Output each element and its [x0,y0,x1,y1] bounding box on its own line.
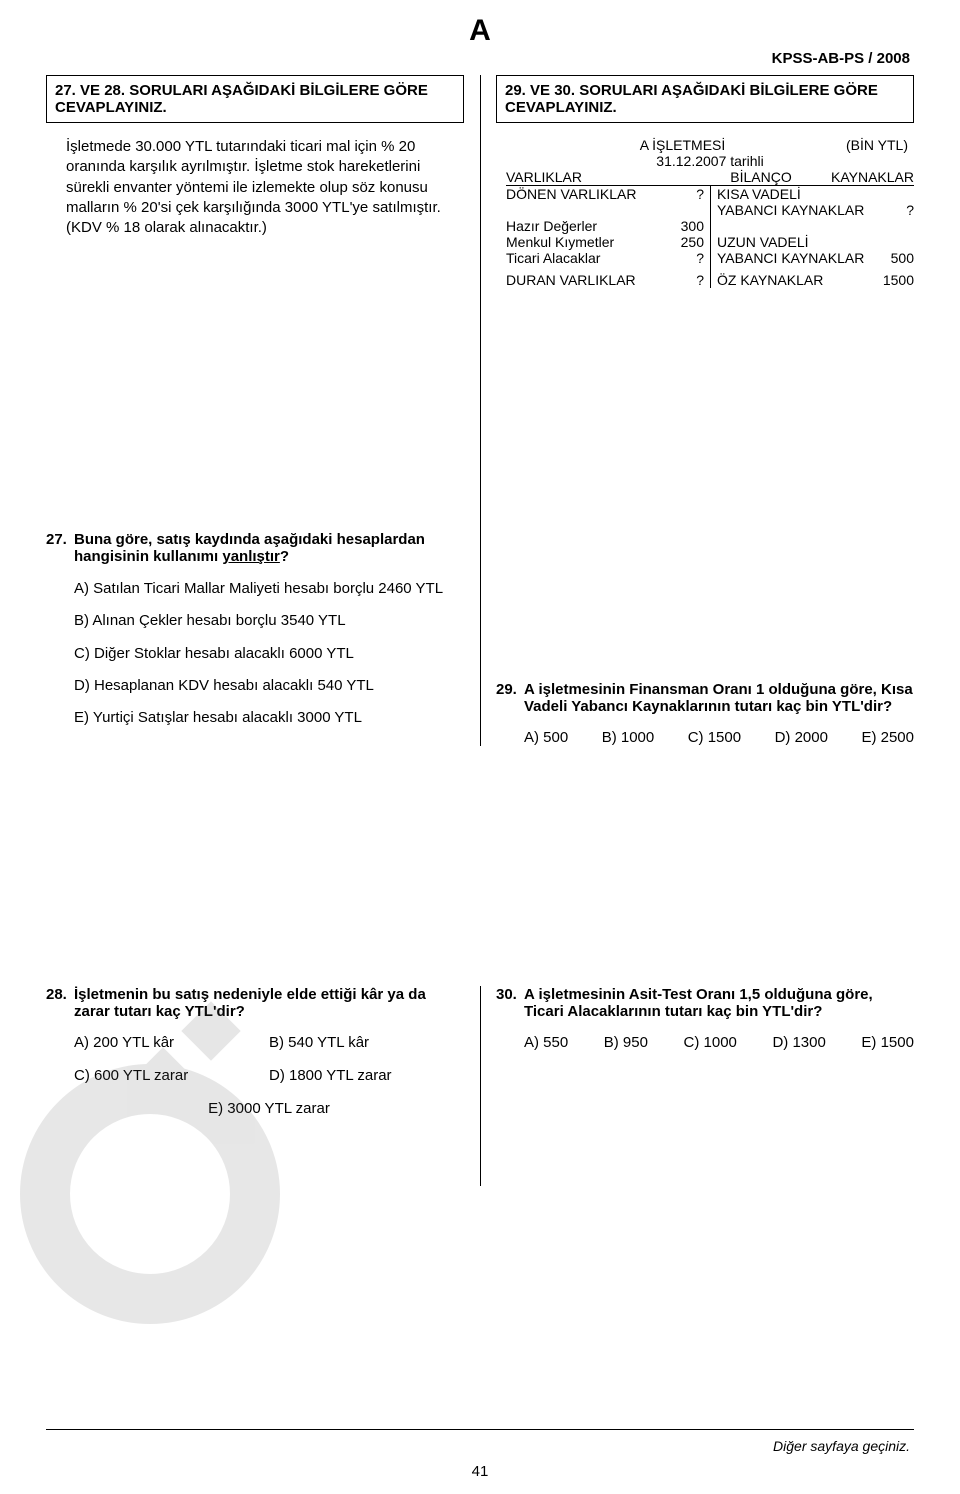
q30-num: 30. [496,986,524,1020]
bil-hazir-v: 300 [681,218,704,234]
balance-sheet: x A İŞLETMESİ (BİN YTL) 31.12.2007 tarih… [496,137,914,288]
bil-menkul: Menkul Kıymetler [506,234,614,250]
exam-code: KPSS-AB-PS / 2008 [46,50,914,67]
bil-ticari-v: ? [696,250,704,266]
bil-donen-v: ? [696,186,704,202]
footer-divider [46,1429,914,1430]
section-letter: A [46,14,914,48]
bil-uzun-v: 500 [891,250,914,266]
instruction-box-right: 29. VE 30. SORULARI AŞAĞIDAKİ BİLGİLERE … [496,75,914,123]
bil-oz: ÖZ KAYNAKLAR [717,272,823,288]
q27-opt-e: E) Yurtiçi Satışlar hesabı alacaklı 3000… [74,708,464,728]
bil-h-kaynaklar: KAYNAKLAR [831,169,914,185]
column-divider [480,986,481,1186]
q27-opt-c: C) Diğer Stoklar hesabı alacaklı 6000 YT… [74,644,464,664]
intro-left: İşletmede 30.000 YTL tutarındaki ticari … [46,137,464,238]
bil-oz-v: 1500 [883,272,914,288]
bil-donen: DÖNEN VARLIKLAR [506,186,636,202]
column-divider [480,455,481,746]
q30-opt-b: B) 950 [604,1034,648,1051]
q28-num: 28. [46,986,74,1020]
q30-opt-a: A) 550 [524,1034,568,1051]
q27-stem: Buna göre, satış kaydında aşağıdaki hesa… [74,531,464,565]
q29-opt-d: D) 2000 [775,729,828,746]
q27-opt-d: D) Hesaplanan KDV hesabı alacaklı 540 YT… [74,676,464,696]
q30-opt-d: D) 1300 [772,1034,825,1051]
question-27: 27. Buna göre, satış kaydında aşağıdaki … [46,531,464,728]
bil-uzun: UZUN VADELİ [717,234,809,250]
q29-num: 29. [496,681,524,715]
q27-num: 27. [46,531,74,565]
instruction-box-left: 27. VE 28. SORULARI AŞAĞIDAKİ BİLGİLERE … [46,75,464,123]
q29-opt-c: C) 1500 [688,729,741,746]
q27-opt-a: A) Satılan Ticari Mallar Maliyeti hesabı… [74,579,464,599]
q30-stem: A işletmesinin Asit-Test Oranı 1,5 olduğ… [524,986,914,1020]
bil-h-bilanco: BİLANÇO [730,169,791,185]
question-30: 30. A işletmesinin Asit-Test Oranı 1,5 o… [496,986,914,1051]
bil-unit: (BİN YTL) [846,137,908,153]
q28-opt-c: C) 600 YTL zarar [74,1067,269,1084]
bil-uzun2: YABANCI KAYNAKLAR [717,250,864,266]
q29-opt-e: E) 2500 [861,729,914,746]
bil-menkul-v: 250 [681,234,704,250]
bil-kisa-v: ? [906,202,914,218]
q28-opt-b: B) 540 YTL kâr [269,1034,464,1051]
bil-duran: DURAN VARLIKLAR [506,272,636,288]
question-28: 28. İşletmenin bu satış nedeniyle elde e… [46,986,464,1133]
q28-opt-a: A) 200 YTL kâr [74,1034,269,1051]
q29-stem: A işletmesinin Finansman Oranı 1 olduğun… [524,681,914,715]
bil-company: A İŞLETMESİ [640,137,726,153]
q27-opt-b: B) Alınan Çekler hesabı borçlu 3540 YTL [74,611,464,631]
bil-hazir: Hazır Değerler [506,218,597,234]
q28-opt-e: E) 3000 YTL zarar [74,1100,464,1117]
q30-opt-e: E) 1500 [861,1034,914,1051]
q30-opt-c: C) 1000 [684,1034,737,1051]
bil-ticari: Ticari Alacaklar [506,250,600,266]
bil-kisa: KISA VADELİ [717,186,801,202]
q28-opt-d: D) 1800 YTL zarar [269,1067,464,1084]
q29-opt-a: A) 500 [524,729,568,746]
bil-h-varliklar: VARLIKLAR [506,169,582,185]
footer-note: Diğer sayfaya geçiniz. [773,1438,910,1454]
question-29: 29. A işletmesinin Finansman Oranı 1 old… [496,681,914,746]
page-number: 41 [0,1463,960,1480]
q28-stem: İşletmenin bu satış nedeniyle elde ettiğ… [74,986,464,1020]
column-divider [480,75,481,455]
bil-date: 31.12.2007 tarihli [506,153,914,169]
bil-duran-v: ? [696,272,704,288]
q29-opt-b: B) 1000 [602,729,655,746]
bil-kisa2: YABANCI KAYNAKLAR [717,202,864,218]
